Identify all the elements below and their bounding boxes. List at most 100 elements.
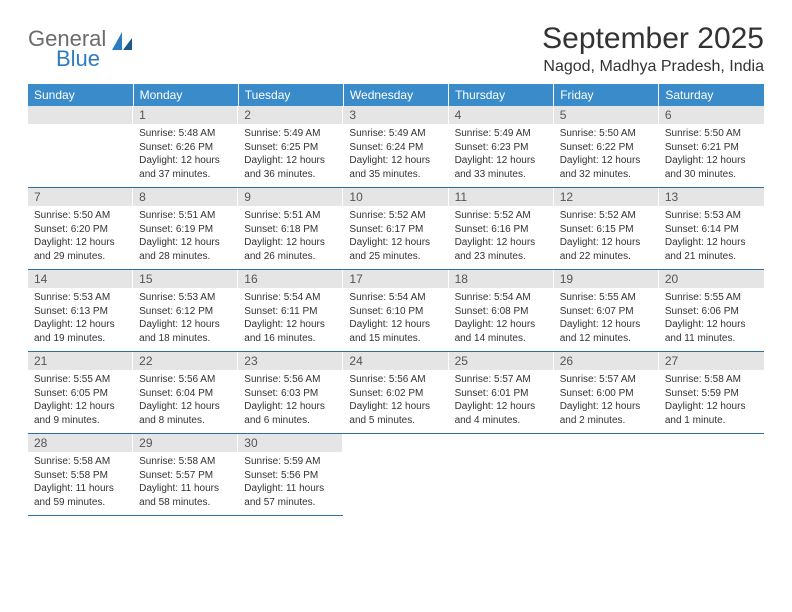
day-number: 3 [343, 106, 448, 124]
day-number: 25 [449, 352, 554, 370]
header-tuesday: Tuesday [238, 84, 343, 106]
daylight-text: Daylight: 12 hours and 29 minutes. [34, 236, 127, 263]
daylight-text: Daylight: 12 hours and 32 minutes. [560, 154, 653, 181]
daylight-text: Daylight: 12 hours and 33 minutes. [455, 154, 548, 181]
day-content: Sunrise: 5:57 AMSunset: 6:00 PMDaylight:… [554, 370, 659, 433]
day-number: 18 [449, 270, 554, 288]
day-cell: 20Sunrise: 5:55 AMSunset: 6:06 PMDayligh… [659, 270, 764, 352]
day-content: Sunrise: 5:49 AMSunset: 6:24 PMDaylight:… [343, 124, 448, 187]
day-content: Sunrise: 5:54 AMSunset: 6:10 PMDaylight:… [343, 288, 448, 351]
week-row: 1Sunrise: 5:48 AMSunset: 6:26 PMDaylight… [28, 106, 764, 188]
sunset-text: Sunset: 6:22 PM [560, 141, 653, 155]
sunrise-text: Sunrise: 5:55 AM [665, 291, 758, 305]
day-cell: 18 Sunrise: 5:54 AMSunset: 6:08 PMDayligh… [449, 270, 554, 352]
calendar-body: 1Sunrise: 5:48 AMSunset: 6:26 PMDaylight… [28, 106, 764, 516]
sunrise-text: Sunrise: 5:52 AM [560, 209, 653, 223]
sunrise-text: Sunrise: 5:52 AM [349, 209, 442, 223]
week-row: 28Sunrise: 5:58 AMSunset: 5:58 PMDayligh… [28, 434, 764, 516]
daylight-text: Daylight: 12 hours and 21 minutes. [665, 236, 758, 263]
sunset-text: Sunset: 5:58 PM [34, 469, 127, 483]
sunset-text: Sunset: 6:16 PM [455, 223, 548, 237]
sunset-text: Sunset: 6:08 PM [455, 305, 548, 319]
day-number: 8 [133, 188, 238, 206]
sunset-text: Sunset: 6:19 PM [139, 223, 232, 237]
day-cell: 23Sunrise: 5:56 AMSunset: 6:03 PMDayligh… [238, 352, 343, 434]
day-content: Sunrise: 5:53 AMSunset: 6:12 PMDaylight:… [133, 288, 238, 351]
day-number: 6 [659, 106, 764, 124]
sunset-text: Sunset: 6:24 PM [349, 141, 442, 155]
daylight-text: Daylight: 12 hours and 8 minutes. [139, 400, 232, 427]
sunrise-text: Sunrise: 5:56 AM [349, 373, 442, 387]
location-label: Nagod, Madhya Pradesh, India [542, 58, 764, 76]
sunset-text: Sunset: 6:07 PM [560, 305, 653, 319]
month-title: September 2025 [542, 22, 764, 56]
day-cell: 6Sunrise: 5:50 AMSunset: 6:21 PMDaylight… [659, 106, 764, 188]
sunset-text: Sunset: 5:56 PM [244, 469, 337, 483]
day-content: Sunrise: 5:55 AMSunset: 6:05 PMDaylight:… [28, 370, 133, 433]
sunrise-text: Sunrise: 5:58 AM [139, 455, 232, 469]
day-number: 17 [343, 270, 448, 288]
day-number: 10 [343, 188, 448, 206]
day-number: 21 [28, 352, 133, 370]
day-content: Sunrise: 5:49 AMSunset: 6:23 PMDaylight:… [449, 124, 554, 187]
sunrise-text: Sunrise: 5:54 AM [244, 291, 337, 305]
sunset-text: Sunset: 6:26 PM [139, 141, 232, 155]
sunrise-text: Sunrise: 5:54 AM [455, 291, 548, 305]
daylight-text: Daylight: 12 hours and 37 minutes. [139, 154, 232, 181]
daylight-text: Daylight: 12 hours and 5 minutes. [349, 400, 442, 427]
day-content: Sunrise: 5:56 AMSunset: 6:02 PMDaylight:… [343, 370, 448, 433]
day-cell: 3Sunrise: 5:49 AMSunset: 6:24 PMDaylight… [343, 106, 448, 188]
day-number: 19 [554, 270, 659, 288]
day-number: 30 [238, 434, 343, 452]
sunrise-text: Sunrise: 5:49 AM [455, 127, 548, 141]
daylight-text: Daylight: 11 hours and 59 minutes. [34, 482, 127, 509]
week-row: 21Sunrise: 5:55 AMSunset: 6:05 PMDayligh… [28, 352, 764, 434]
sunset-text: Sunset: 6:06 PM [665, 305, 758, 319]
daylight-text: Daylight: 12 hours and 15 minutes. [349, 318, 442, 345]
daylight-text: Daylight: 12 hours and 35 minutes. [349, 154, 442, 181]
daylight-text: Daylight: 12 hours and 14 minutes. [455, 318, 548, 345]
daylight-text: Daylight: 12 hours and 19 minutes. [34, 318, 127, 345]
week-row: 14Sunrise: 5:53 AMSunset: 6:13 PMDayligh… [28, 270, 764, 352]
sunrise-text: Sunrise: 5:50 AM [665, 127, 758, 141]
logo-text: General Blue [28, 28, 106, 70]
sunset-text: Sunset: 6:12 PM [139, 305, 232, 319]
day-cell: 27Sunrise: 5:58 AMSunset: 5:59 PMDayligh… [659, 352, 764, 434]
day-content: Sunrise: 5:51 AMSunset: 6:19 PMDaylight:… [133, 206, 238, 269]
day-number: 1 [133, 106, 238, 124]
logo-sail-icon [110, 30, 134, 52]
day-cell: 30Sunrise: 5:59 AMSunset: 5:56 PMDayligh… [238, 434, 343, 516]
day-cell: 10 Sunrise: 5:52 AMSunset: 6:17 PMDayligh… [343, 188, 448, 270]
header-saturday: Saturday [659, 84, 764, 106]
sunrise-text: Sunrise: 5:53 AM [139, 291, 232, 305]
sunrise-text: Sunrise: 5:49 AM [244, 127, 337, 141]
sunrise-text: Sunrise: 5:56 AM [244, 373, 337, 387]
sunset-text: Sunset: 6:15 PM [560, 223, 653, 237]
daylight-text: Daylight: 12 hours and 25 minutes. [349, 236, 442, 263]
daylight-text: Daylight: 12 hours and 11 minutes. [665, 318, 758, 345]
daylight-text: Daylight: 12 hours and 26 minutes. [244, 236, 337, 263]
daylight-text: Daylight: 12 hours and 18 minutes. [139, 318, 232, 345]
sunrise-text: Sunrise: 5:59 AM [244, 455, 337, 469]
day-number: 11 [449, 188, 554, 206]
day-cell: 22Sunrise: 5:56 AMSunset: 6:04 PMDayligh… [133, 352, 238, 434]
header-monday: Monday [133, 84, 238, 106]
sunset-text: Sunset: 5:57 PM [139, 469, 232, 483]
day-cell: 7Sunrise: 5:50 AMSunset: 6:20 PMDaylight… [28, 188, 133, 270]
day-number: 7 [28, 188, 133, 206]
day-number: 29 [133, 434, 238, 452]
day-cell: 11Sunrise: 5:52 AMSunset: 6:16 PMDayligh… [449, 188, 554, 270]
sunrise-text: Sunrise: 5:51 AM [139, 209, 232, 223]
brand-logo: General Blue [28, 22, 134, 70]
day-number: 16 [238, 270, 343, 288]
sunrise-text: Sunrise: 5:56 AM [139, 373, 232, 387]
sunset-text: Sunset: 6:04 PM [139, 387, 232, 401]
sunrise-text: Sunrise: 5:50 AM [34, 209, 127, 223]
empty-day-content [28, 124, 133, 180]
daylight-text: Daylight: 12 hours and 22 minutes. [560, 236, 653, 263]
day-content: Sunrise: 5:53 AMSunset: 6:14 PMDaylight:… [659, 206, 764, 269]
sunset-text: Sunset: 6:17 PM [349, 223, 442, 237]
day-cell: 9Sunrise: 5:51 AMSunset: 6:18 PMDaylight… [238, 188, 343, 270]
day-cell: 5Sunrise: 5:50 AMSunset: 6:22 PMDaylight… [554, 106, 659, 188]
day-cell: 8Sunrise: 5:51 AMSunset: 6:19 PMDaylight… [133, 188, 238, 270]
